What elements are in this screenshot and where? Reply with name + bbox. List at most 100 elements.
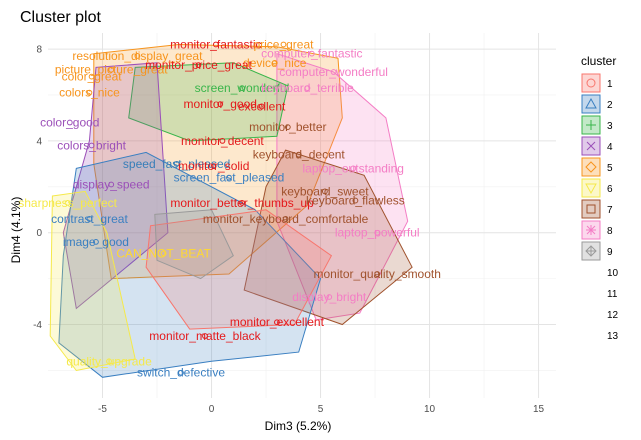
cluster-point [108, 181, 115, 188]
legend-symbol-4 [586, 141, 596, 151]
cluster-8-hull [276, 53, 409, 321]
point-label: CAN_NOT_BEAT [116, 246, 211, 260]
legend-label-4: 4 [607, 142, 613, 153]
point-label: laptop_powerful [335, 226, 420, 240]
legend-symbol-7 [586, 204, 596, 214]
point-label: monitor_decent [181, 134, 264, 148]
legend-symbol-9 [586, 246, 596, 256]
y-axis-ticks: -4 0 4 8 [33, 45, 42, 331]
y-tick-label: 4 [36, 136, 42, 147]
point-label: resolution_display_great [72, 49, 203, 63]
cluster-point [210, 163, 217, 170]
legend-item-10: 10 [607, 268, 619, 279]
cluster-point [282, 216, 289, 222]
cluster-point [258, 103, 265, 110]
legend-item-4: 4 [581, 136, 613, 156]
cluster-point [93, 238, 99, 245]
legend-item-1: 1 [581, 73, 613, 93]
cluster-point [295, 151, 302, 158]
legend-title: cluster [581, 54, 616, 68]
point-label: speed_fast_pleased [123, 157, 230, 171]
legend-key-2 [581, 94, 601, 114]
cluster-point [284, 124, 291, 131]
point-label: display_bright [292, 290, 367, 304]
point-label: contrast_great [51, 212, 128, 226]
legend-item-13: 13 [607, 331, 619, 342]
point-label: sharpness_perfect [18, 196, 117, 210]
cluster-7-hull [243, 149, 413, 326]
legend-key-6 [581, 178, 601, 198]
point-label: device_nice [243, 56, 307, 70]
cluster-point [160, 250, 167, 257]
point-label: picture_picture_great [55, 63, 168, 77]
x-axis-ticks: -5 0 5 10 15 [98, 404, 545, 415]
legend-symbol-2 [585, 97, 597, 109]
point-label: colors_bright [57, 138, 126, 152]
cluster-9-hull [154, 209, 234, 280]
point-label: keyboard_flawless [306, 194, 405, 208]
legend-key-7 [581, 199, 601, 219]
y-tick-label: 8 [36, 45, 42, 56]
cluster-point [280, 41, 287, 48]
point-label: price_great [253, 37, 314, 51]
legend-symbol-3 [586, 120, 596, 130]
legend-key-5 [581, 157, 601, 177]
point-label: monitor_price_great [145, 58, 252, 72]
point-label: display_speed [73, 178, 150, 192]
cluster-points [64, 41, 381, 376]
point-label: quality_upgrade [66, 354, 152, 368]
plot-panel [48, 33, 556, 398]
point-label: color_good [40, 116, 99, 130]
point-label: colors_nice [59, 86, 120, 100]
cluster-4-hull [62, 62, 169, 310]
cluster-point [88, 142, 95, 149]
point-label: monitor_fantastic [170, 37, 261, 51]
legend-symbol-5 [585, 161, 597, 173]
legend-item-11: 11 [607, 289, 618, 300]
legend-label-11: 11 [607, 289, 618, 300]
point-label: screen_wonderful [195, 81, 290, 95]
cluster-point [219, 137, 226, 144]
point-label: laptop_outstanding [303, 161, 404, 175]
x-tick-label: 0 [209, 404, 215, 415]
legend-label-3: 3 [607, 121, 613, 132]
cluster-point [239, 85, 245, 91]
point-label: monitor_good [184, 97, 257, 111]
legend-item-6: 6 [581, 178, 613, 198]
legend-label-6: 6 [607, 184, 613, 195]
point-label: switch_defective [137, 366, 225, 380]
cluster-point [88, 73, 95, 80]
cluster-point [274, 319, 280, 326]
legend-label-8: 8 [607, 226, 613, 237]
point-label: screen_fast_pleased [174, 171, 285, 185]
cluster-point [66, 119, 73, 126]
grid-lines [48, 33, 556, 398]
point-label: monitor_excellent [230, 315, 325, 329]
legend-label-5: 5 [607, 163, 613, 174]
point-label: color_great [62, 70, 123, 84]
cluster-point [326, 294, 333, 300]
point-label: monitor_keyboard_comfortable [203, 212, 369, 226]
cluster-point [330, 69, 337, 75]
cluster-point [195, 62, 202, 69]
x-axis-label: Dim3 (5.2%) [265, 419, 332, 433]
cluster-point [271, 59, 278, 66]
cluster-point [374, 229, 381, 236]
legend-symbol-1 [586, 78, 596, 88]
x-tick-label: 10 [424, 404, 436, 415]
cluster-1-hull [145, 209, 333, 330]
point-label: monitor_matte_black [149, 329, 261, 343]
legend-label-2: 2 [607, 100, 613, 111]
y-tick-label: 0 [36, 228, 42, 239]
legend-item-8: 8 [581, 220, 613, 240]
point-label: monitor_quality_smooth [314, 267, 441, 281]
legend-symbol-8 [586, 225, 596, 235]
cluster-point [178, 369, 184, 376]
cluster-point [304, 85, 311, 91]
point-label: keyboard_terrible [261, 81, 354, 95]
cluster-point [134, 53, 141, 59]
cluster-point [86, 216, 93, 222]
